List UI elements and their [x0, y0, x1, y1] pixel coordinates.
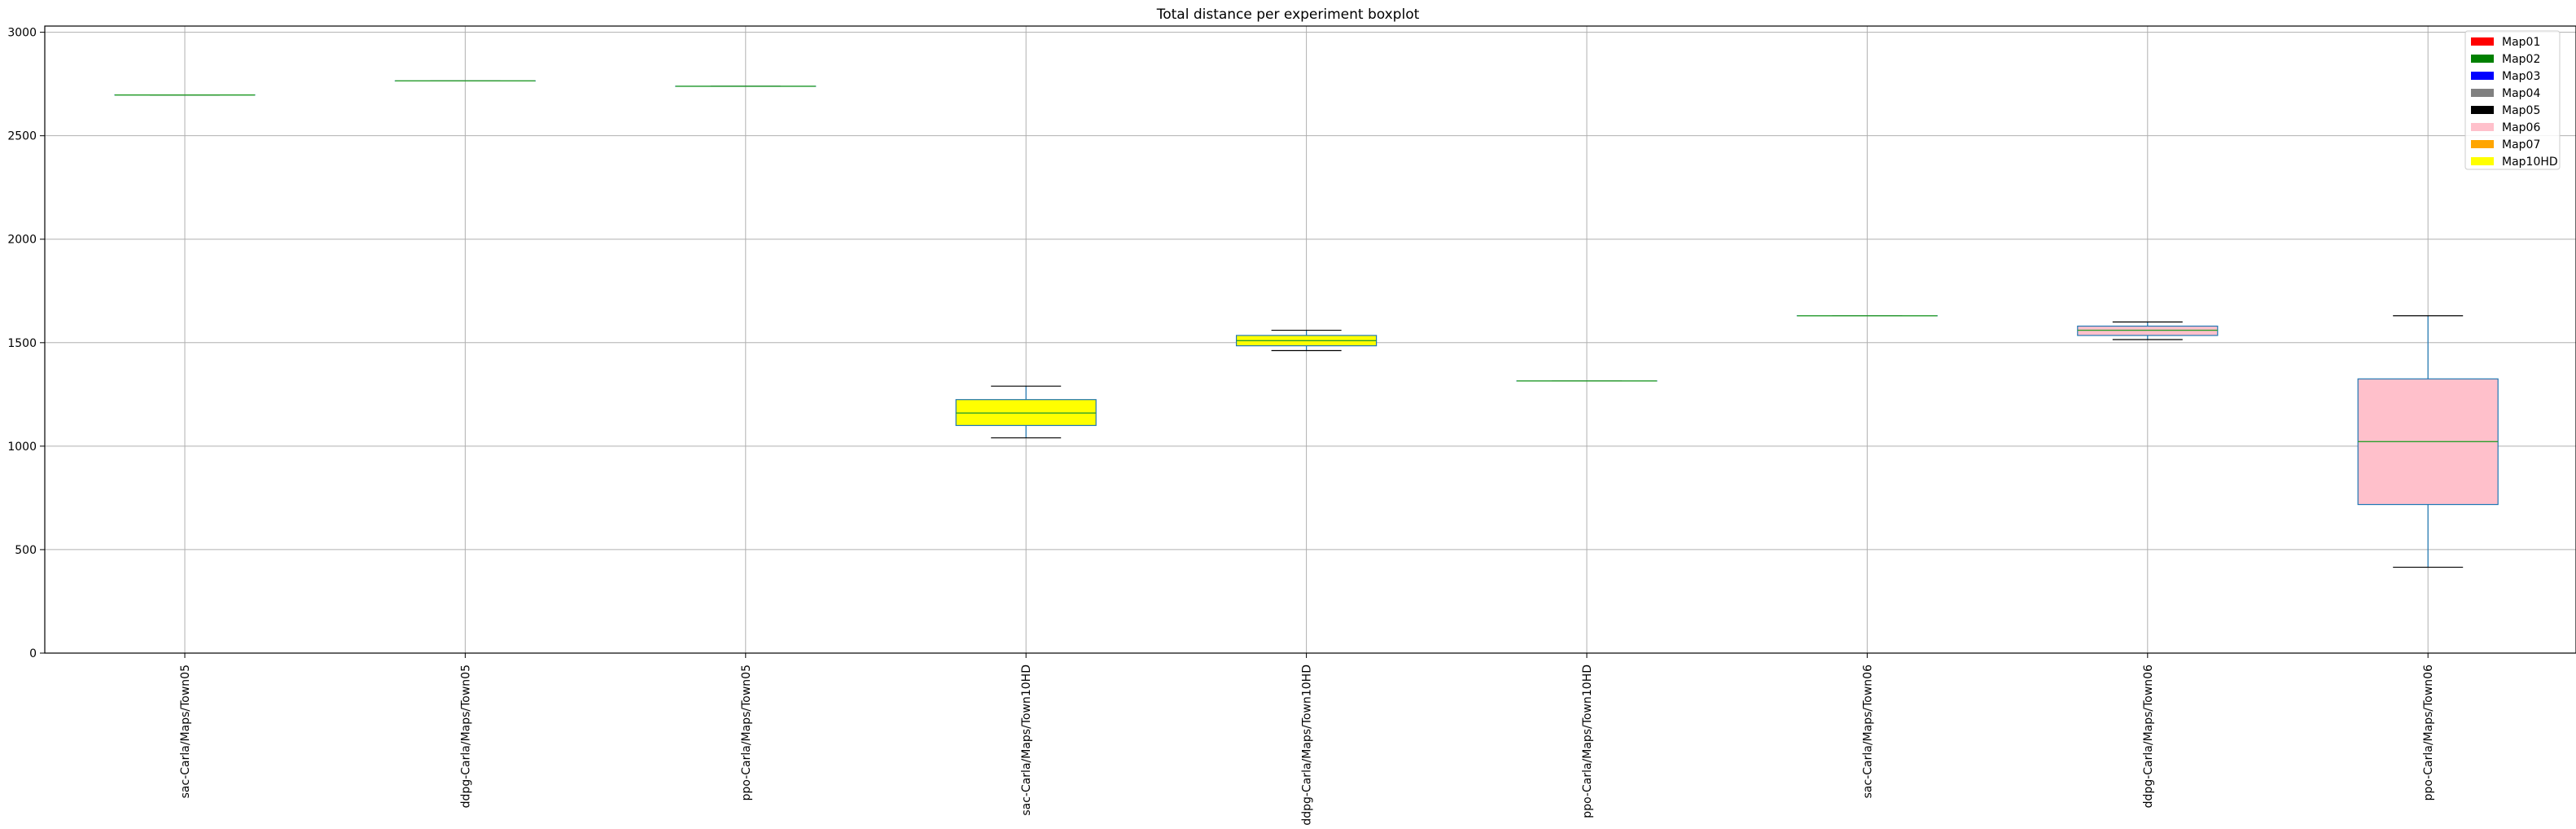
- legend-frame: [2464, 30, 2561, 170]
- y-axis: 0 500 1000 1500 2000 2500 3000: [7, 27, 45, 660]
- x-tick-label: sac-Carla/Maps/Town10HD: [1020, 665, 1033, 816]
- legend-label: Map02: [2502, 53, 2540, 66]
- legend-swatch: [2471, 55, 2494, 63]
- legend-label: Map03: [2502, 70, 2540, 83]
- x-tick-label: ddpg-Carla/Maps/Town05: [459, 665, 472, 808]
- box-4: [955, 385, 1097, 439]
- grid-lines: [45, 26, 2576, 654]
- x-tick-label: sac-Carla/Maps/Town06: [1861, 665, 1874, 798]
- x-tick-label: ddpg-Carla/Maps/Town10HD: [1301, 665, 1314, 826]
- legend-label: Map01: [2502, 36, 2540, 49]
- box-8: [2077, 321, 2219, 340]
- legend-label: Map10HD: [2502, 156, 2558, 169]
- box-9: [2357, 315, 2499, 568]
- x-tick-label: sac-Carla/Maps/Town05: [179, 665, 192, 798]
- legend-label: Map05: [2502, 104, 2540, 117]
- legend: Map01 Map02 Map03 Map04 Map05 Map06 Map07 Map10…: [2464, 30, 2561, 170]
- y-tick-label: 0: [29, 647, 37, 660]
- box-5: [1235, 329, 1378, 352]
- plot-area-frame: [44, 25, 2576, 654]
- chart-title: Total distance per experiment boxplot: [1156, 7, 1420, 23]
- legend-label: Map06: [2502, 121, 2540, 134]
- x-tick-label: ppo-Carla/Maps/Town06: [2422, 665, 2435, 800]
- x-tick-label: ddpg-Carla/Maps/Town06: [2142, 665, 2155, 808]
- legend-swatch: [2471, 72, 2494, 80]
- legend-label: Map04: [2502, 87, 2540, 100]
- legend-swatch: [2471, 123, 2494, 131]
- x-tick-label: ppo-Carla/Maps/Town05: [740, 665, 753, 800]
- y-tick-label: 2500: [7, 130, 37, 143]
- legend-swatch: [2471, 89, 2494, 97]
- legend-swatch: [2471, 37, 2494, 46]
- y-tick-label: 2000: [7, 234, 37, 247]
- y-tick-label: 500: [15, 544, 37, 557]
- x-tick-label: ppo-Carla/Maps/Town10HD: [1581, 665, 1594, 818]
- legend-label: Map07: [2502, 138, 2540, 151]
- box-series: [114, 80, 2499, 568]
- legend-swatch: [2471, 140, 2494, 148]
- y-tick-label: 1500: [7, 337, 37, 350]
- legend-swatch: [2471, 106, 2494, 114]
- y-tick-label: 1000: [7, 441, 37, 454]
- x-axis: sac-Carla/Maps/Town05 ddpg-Carla/Maps/Tow…: [179, 653, 2435, 826]
- legend-swatch: [2471, 157, 2494, 165]
- y-tick-label: 3000: [7, 27, 37, 40]
